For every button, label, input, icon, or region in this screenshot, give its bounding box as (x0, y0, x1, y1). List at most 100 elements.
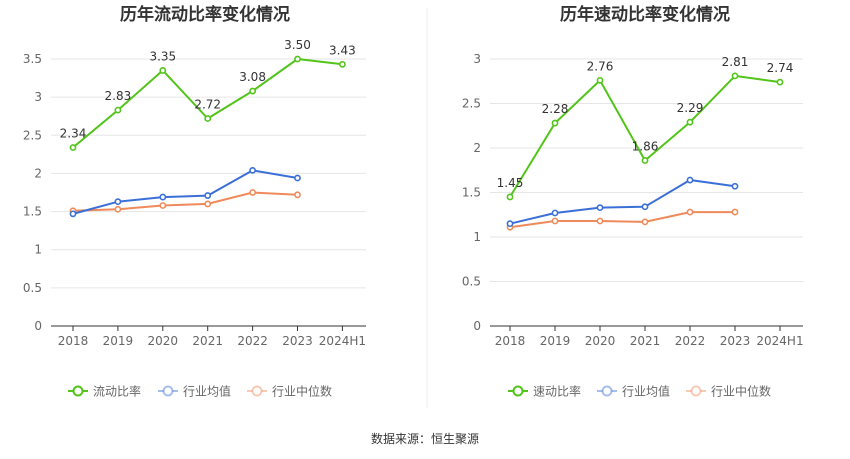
legend-label: 行业均值 (183, 384, 231, 399)
data-point (294, 55, 301, 63)
legend-label: 行业均值 (622, 384, 670, 399)
data-point (641, 218, 649, 226)
data-point (249, 166, 256, 174)
legend-item[interactable]: 行业中位数 (247, 384, 332, 399)
series-line-0 (509, 74, 781, 198)
legend-label: 流动比率 (93, 384, 141, 399)
data-point (294, 174, 301, 182)
x-tick-label: 2021 (192, 334, 223, 348)
y-tick-label: 1.5 (23, 205, 42, 219)
series-line-2 (509, 211, 735, 229)
series-line-1 (72, 169, 298, 215)
y-tick-label: 2.5 (23, 128, 42, 142)
y-tick-label: 2 (473, 141, 481, 155)
data-point (506, 220, 514, 228)
y-tick-label: 0.5 (23, 281, 42, 295)
data-point (69, 210, 77, 218)
data-point (506, 193, 514, 201)
data-point (338, 60, 346, 68)
legend-item[interactable]: 行业均值 (158, 384, 231, 399)
data-point (551, 217, 559, 225)
y-tick-label: 1.5 (462, 186, 481, 200)
data-point (249, 189, 256, 196)
legend-item[interactable]: 速动比率 (508, 384, 581, 399)
data-point (731, 208, 739, 216)
x-tick-label: 2019 (103, 334, 134, 348)
x-tick-label: 2024H1 (756, 334, 803, 348)
x-tick-label: 2021 (630, 334, 661, 348)
x-tick-label: 2020 (585, 334, 616, 348)
y-tick-label: 3 (34, 90, 42, 104)
data-point (159, 193, 167, 201)
data-label: 1.86 (632, 139, 659, 153)
data-point (731, 72, 739, 80)
data-label: 2.74 (767, 61, 794, 75)
quick-ratio-panel: 历年速动比率变化情况 0 0.5 1 1.5 2 2.5 3 2018 2019 2020 2021… (462, 4, 804, 399)
data-label: 3.08 (239, 70, 266, 84)
legend-marker (72, 385, 84, 397)
x-tick-label: 2022 (237, 334, 268, 348)
series-line-2 (72, 191, 298, 212)
legend-label: 行业中位数 (711, 384, 771, 399)
data-label: 2.34 (60, 126, 87, 140)
data-label: 2.72 (194, 98, 221, 112)
data-point (686, 118, 694, 126)
data-point (731, 182, 739, 190)
data-point (551, 209, 559, 217)
current-ratio-panel: 历年流动比率变化情况 0 0.5 1 1.5 2 2.5 3 3.5 2018 2019 2020 2… (23, 4, 366, 399)
data-point (69, 144, 77, 151)
data-label: 3.35 (149, 49, 176, 63)
y-tick-label: 2.5 (462, 97, 481, 111)
data-point (596, 217, 604, 225)
y-tick-label: 1 (473, 230, 481, 244)
data-point (249, 87, 256, 95)
data-point (686, 176, 694, 184)
legend-marker (512, 385, 524, 397)
data-label: 1.45 (497, 176, 524, 190)
legend-marker (251, 385, 263, 397)
data-point (114, 198, 122, 206)
x-tick-label: 2023 (282, 334, 313, 348)
data-point (776, 78, 784, 86)
data-point (551, 119, 559, 127)
legend-item[interactable]: 行业均值 (597, 384, 670, 399)
legend-marker (601, 385, 613, 397)
data-point (641, 203, 649, 211)
y-tick-label: 0.5 (462, 275, 481, 289)
y-tick-label: 3.5 (23, 52, 42, 66)
x-tick-label: 2020 (148, 334, 179, 348)
data-label: 3.43 (329, 43, 356, 57)
x-tick-label: 2019 (540, 334, 571, 348)
legend-item[interactable]: 行业中位数 (686, 384, 771, 399)
x-tick-label: 2018 (495, 334, 526, 348)
data-point (596, 204, 604, 212)
legend-label: 行业中位数 (272, 384, 332, 399)
data-label: 2.29 (677, 101, 704, 115)
x-tick-label: 2022 (675, 334, 706, 348)
data-point (204, 200, 212, 208)
data-point (596, 76, 604, 84)
data-label: 2.83 (105, 89, 132, 103)
y-tick-label: 0 (473, 319, 481, 333)
data-point (114, 106, 122, 114)
data-point (204, 192, 212, 199)
y-tick-label: 1 (34, 243, 42, 257)
data-point (686, 208, 694, 216)
data-point (294, 191, 301, 199)
x-tick-label: 2023 (720, 334, 751, 348)
x-tick-label: 2018 (58, 334, 89, 348)
data-point (641, 157, 649, 164)
x-tick-label: 2024H1 (319, 334, 366, 348)
data-label: 2.81 (722, 55, 749, 69)
data-point (159, 202, 167, 209)
chart-title: 历年速动比率变化情况 (560, 4, 730, 25)
legend-item[interactable]: 流动比率 (68, 384, 141, 399)
legend-marker (162, 385, 174, 397)
y-tick-label: 0 (34, 319, 42, 333)
data-label: 2.76 (587, 59, 614, 73)
data-point (114, 205, 122, 213)
legend-label: 速动比率 (533, 384, 581, 399)
data-point (159, 67, 167, 74)
data-point (204, 115, 212, 122)
